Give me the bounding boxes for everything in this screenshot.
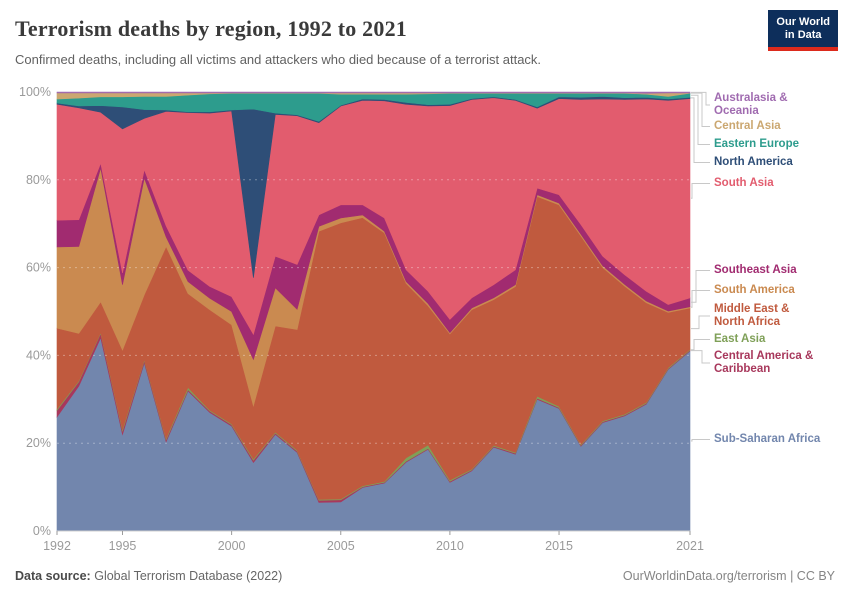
legend-label: South America	[714, 284, 795, 296]
legend-item-southeast_asia[interactable]: Southeast Asia	[714, 264, 797, 277]
data-source-value: Global Terrorism Database (2022)	[94, 569, 283, 583]
legend-label: North America	[714, 156, 793, 168]
legend-item-central_asia[interactable]: Central Asia	[714, 120, 781, 133]
legend-label: Central Asia	[714, 120, 781, 132]
legend-connector-central_america_caribbean	[691, 350, 710, 364]
x-axis-label: 2021	[676, 539, 704, 553]
data-source: Data source: Global Terrorism Database (…	[15, 569, 282, 583]
owid-logo-line2: in Data	[784, 29, 822, 41]
legend-item-east_asia[interactable]: East Asia	[714, 333, 765, 346]
legend-label: Australasia &	[714, 92, 788, 104]
x-axis-label: 2005	[327, 539, 355, 553]
legend-connector-middle_east_north_africa	[691, 315, 710, 330]
y-axis-label: 40%	[26, 348, 51, 362]
legend-label: Oceania	[714, 105, 759, 117]
y-axis-label: 0%	[33, 524, 51, 538]
x-axis-label: 1992	[43, 539, 71, 553]
x-axis-label: 2000	[218, 539, 246, 553]
legend-label: Sub-Saharan Africa	[714, 433, 821, 445]
legend-item-middle_east_north_africa[interactable]: Middle East & North Africa	[714, 303, 789, 329]
legend-connector-central_asia	[691, 92, 710, 127]
legend-connector-south_america	[691, 290, 710, 308]
legend-label: Caribbean	[714, 363, 771, 375]
legend-label: Southeast Asia	[714, 264, 797, 276]
legend-label: North Africa	[714, 316, 781, 328]
legend-label: East Asia	[714, 333, 766, 345]
legend-item-north_america[interactable]: North America	[714, 156, 793, 169]
legend-connector-east_asia	[691, 339, 710, 351]
y-axis-label: 80%	[26, 173, 51, 187]
legend-connector-australasia_oceania	[691, 91, 710, 106]
legend-item-central_america_caribbean[interactable]: Central America & Caribbean	[714, 350, 813, 376]
legend-connector-southeast_asia	[691, 270, 710, 303]
legend-item-south_asia[interactable]: South Asia	[714, 177, 774, 190]
legend-label: Middle East &	[714, 303, 790, 315]
legend-connector-eastern_europe	[691, 94, 710, 145]
legend-connector-south_asia	[691, 183, 710, 199]
x-axis-label: 2015	[545, 539, 573, 553]
y-axis-label: 20%	[26, 436, 51, 450]
y-axis-label: 100%	[19, 85, 51, 99]
y-axis-label: 60%	[26, 261, 51, 275]
page-subtitle: Confirmed deaths, including all victims …	[15, 52, 542, 67]
legend-item-eastern_europe[interactable]: Eastern Europe	[714, 138, 799, 151]
legend-label: Central America &	[714, 350, 814, 362]
data-source-label: Data source:	[15, 569, 91, 583]
legend-label: Eastern Europe	[714, 138, 799, 150]
legend-item-south_america[interactable]: South America	[714, 284, 795, 297]
legend-connector-north_america	[691, 97, 710, 163]
legend-connector-sub_saharan_africa	[691, 439, 710, 442]
owid-logo-line1: Our World	[776, 16, 830, 28]
credit-link[interactable]: OurWorldinData.org/terrorism | CC BY	[622, 569, 835, 583]
x-axis-label: 1995	[109, 539, 137, 553]
owid-logo[interactable]: Our World in Data	[768, 10, 838, 51]
page-title: Terrorism deaths by region, 1992 to 2021	[15, 16, 407, 41]
area-band-australasia_oceania[interactable]	[56, 91, 691, 94]
x-axis-label: 2010	[436, 539, 464, 553]
legend-label: South Asia	[714, 177, 774, 189]
legend-item-sub_saharan_africa[interactable]: Sub-Saharan Africa	[714, 433, 820, 446]
legend-item-australasia_oceania[interactable]: Australasia & Oceania	[714, 92, 788, 118]
